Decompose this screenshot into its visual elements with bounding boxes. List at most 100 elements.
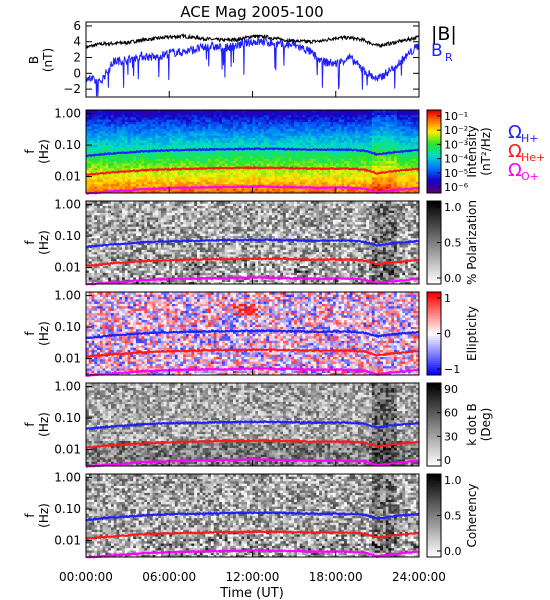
spectrogram-cell <box>366 133 370 136</box>
spectrogram-cell <box>91 169 95 173</box>
spectrogram-cell <box>113 119 117 122</box>
spectrogram-cell <box>327 133 331 136</box>
spectrogram-cell <box>177 133 181 136</box>
spectrogram-cell <box>360 133 364 136</box>
spectrogram-cell <box>205 112 209 116</box>
spectrogram-cell <box>177 119 181 122</box>
spectrogram-cell <box>185 116 190 120</box>
spectrogram-cell <box>108 163 112 166</box>
spectrogram-cell <box>113 133 117 136</box>
spectrogram-cell <box>233 139 237 143</box>
spectrogram-cell <box>244 142 248 145</box>
spectrogram-cell <box>191 181 195 185</box>
spectrogram-cell <box>183 153 187 157</box>
spectrogram-cell <box>144 137 148 141</box>
spectrogram-cell <box>355 137 359 141</box>
spectrogram-cell <box>402 158 406 162</box>
spectrogram-cell <box>185 135 190 139</box>
spectrogram-cell <box>133 156 137 159</box>
spectrogram-cell <box>310 163 314 166</box>
spectrogram-cell <box>246 137 251 141</box>
spectrogram-cell <box>124 110 129 113</box>
spectrogram-cell <box>227 139 231 143</box>
spectrogram-cell <box>97 156 101 159</box>
spectrogram-cell <box>210 135 215 139</box>
spectrogram-cell <box>199 116 203 120</box>
spectrogram-cell <box>160 135 165 139</box>
freq-ylabel-unit: (Hz) <box>37 139 51 164</box>
spectrogram-cell <box>141 172 145 175</box>
spectrogram-cell <box>91 186 95 189</box>
spectrogram-cell <box>210 114 215 118</box>
spectrogram-cell <box>299 130 303 134</box>
spectrogram-cell <box>166 146 170 150</box>
spectrogram-cell <box>149 169 153 173</box>
spectrogram-cell <box>233 126 237 129</box>
spectrogram-cell <box>86 163 90 166</box>
spectrogram-cell <box>388 121 392 125</box>
spectrogram-cell <box>91 151 95 155</box>
spectrogram-cell <box>108 237 112 241</box>
spectrogram-cell <box>374 158 378 162</box>
spectrogram-cell <box>174 110 178 113</box>
spectrogram-cell <box>88 151 92 155</box>
spectrogram-cell <box>185 153 190 157</box>
spectrogram-cell <box>199 114 203 118</box>
spectrogram-cell <box>141 123 145 127</box>
field-ytick-label: 6 <box>73 19 81 33</box>
spectrogram-cell <box>238 174 242 178</box>
spectrogram-cell <box>163 190 167 194</box>
spectrogram-cell <box>102 274 106 278</box>
spectrogram-cell <box>399 172 403 175</box>
spectrogram-cell <box>185 142 190 145</box>
spectrogram-cell <box>99 128 104 132</box>
spectrogram-cell <box>97 139 101 143</box>
spectrogram-cell <box>391 142 395 145</box>
spectrogram-cell <box>180 112 184 116</box>
spectrogram-cell <box>291 151 295 155</box>
spectrogram-cell <box>99 258 104 262</box>
spectrogram-cell <box>152 165 156 169</box>
spectrogram-cell <box>216 142 220 145</box>
spectrogram-cell <box>105 119 109 122</box>
spectrogram-cell <box>385 146 389 150</box>
spectrogram-cell <box>219 146 223 150</box>
spectrogram-cell <box>135 167 140 171</box>
spectrogram-cell <box>133 121 137 125</box>
spectrogram-cell <box>216 153 220 157</box>
spectrogram-cell <box>302 126 306 129</box>
spectrogram-cell <box>369 130 373 134</box>
spectrogram-cell <box>88 217 92 220</box>
spectrogram-cell <box>116 144 120 148</box>
spectrogram-cell <box>155 160 159 164</box>
spectrogram-cell <box>227 190 231 194</box>
spectrogram-cell <box>88 183 92 187</box>
spectrogram-cell <box>155 116 159 120</box>
spectrogram-cell <box>352 151 356 155</box>
spectrogram-cell <box>113 179 117 182</box>
spectrogram-cell <box>180 130 184 134</box>
spectrogram-cell <box>341 183 345 187</box>
spectrogram-cell <box>249 121 253 125</box>
spectrogram-cell <box>219 142 223 145</box>
spectrogram-cell <box>205 183 209 187</box>
spectrogram-cell <box>208 181 212 185</box>
spectrogram-cell <box>208 172 212 175</box>
spectrogram-cell <box>110 133 115 136</box>
field-ylabel-unit: (nT) <box>41 48 55 72</box>
legend-b-r-subscript: R <box>445 51 453 64</box>
spectrogram-cell <box>227 172 231 175</box>
spectrogram-cell <box>122 212 126 216</box>
spectrogram-cell <box>116 163 120 166</box>
spectrogram-cell <box>116 119 120 122</box>
spectrogram-cell <box>119 165 123 169</box>
spectrogram-cell <box>124 221 129 225</box>
spectrogram-cell <box>99 183 104 187</box>
spectrogram-cell <box>113 224 117 227</box>
spectrogram-cell <box>130 153 134 157</box>
spectrogram-cell <box>402 146 406 150</box>
spectrogram-cell <box>355 153 359 157</box>
spectrogram-cell <box>194 133 198 136</box>
spectrogram-cell <box>102 144 106 148</box>
spectrogram-cell <box>224 116 228 120</box>
